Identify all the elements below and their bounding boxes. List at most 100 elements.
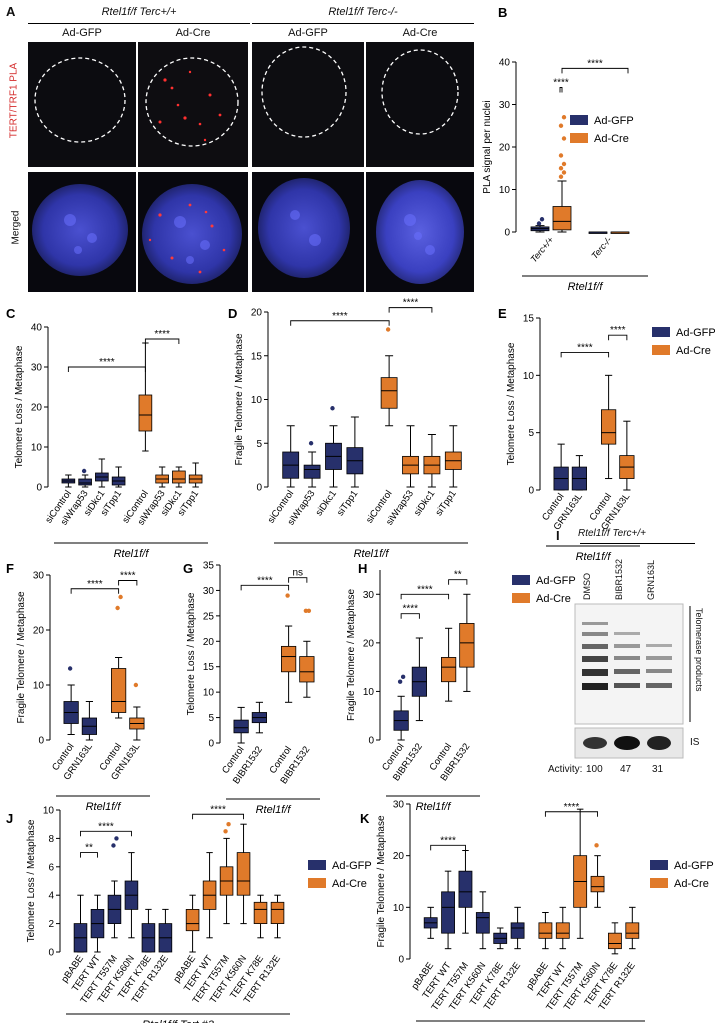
genotype-label-terc-wt: Rtel1f/f Terc+/+ (101, 6, 177, 18)
box-iqr (601, 409, 617, 445)
box-gfp (158, 908, 173, 953)
box-gfp (393, 674, 409, 741)
sig-label: **** (564, 802, 580, 813)
box-cre (281, 593, 297, 703)
sig-bracket (80, 852, 98, 858)
box-iqr (538, 922, 553, 939)
y-axis-label: Fragile Telomere / Metaphase (16, 591, 27, 724)
pla-image-1 (28, 42, 136, 167)
box-gfp (95, 458, 109, 488)
legend-swatch-gfp (650, 860, 668, 870)
activity-label: Activity: (548, 764, 583, 775)
sig-bracket (144, 338, 180, 344)
sig-label: **** (87, 579, 103, 590)
outlier-point (539, 217, 545, 222)
y-axis-label: PLA signal per nuclei (482, 100, 493, 193)
x-tick-label: Terc+/+ (528, 235, 555, 265)
box-gfp (475, 891, 490, 950)
box-cre (459, 593, 475, 692)
legend: Ad-GFP Ad-Cre (652, 327, 715, 357)
sig-label: **** (553, 78, 569, 89)
group-label: Rtel1f/f (416, 801, 452, 813)
outlier-point (385, 327, 391, 332)
y-tick-label: 20 (251, 308, 263, 319)
box-cre (608, 922, 622, 955)
pla-foci (158, 70, 222, 142)
col-label-4: Ad-Cre (402, 27, 438, 39)
sig-bracket (544, 811, 598, 817)
group-label: Rtel1f/f (86, 801, 122, 813)
box-cre (188, 462, 203, 488)
box-cre (552, 115, 572, 233)
box-cre (236, 823, 251, 925)
y-tick-label: 10 (523, 371, 535, 382)
box-gfp (411, 637, 427, 722)
sig-bracket (80, 830, 132, 837)
box-iqr (380, 377, 398, 409)
y-tick-label: 8 (48, 834, 54, 845)
box-cre (601, 374, 617, 480)
legend-swatch-cre (308, 878, 326, 888)
nucleus-outline-4 (381, 49, 459, 135)
x-tick-label: siTpp1 (335, 488, 360, 518)
y-tick-label: 30 (31, 363, 43, 374)
nucleus-3 (258, 178, 350, 278)
legend-swatch-gfp (570, 115, 588, 125)
sig-bracket (448, 579, 468, 585)
y-tick-label: 10 (31, 443, 43, 454)
box-gfp (588, 231, 608, 234)
sig-bracket (288, 577, 308, 583)
sig-bracket (430, 844, 466, 851)
nucleus-outline-3 (261, 46, 347, 138)
box-iqr (608, 932, 622, 950)
y-axis-label: Telomere Loss / Metaphase (506, 342, 517, 465)
box-gfp (423, 906, 438, 939)
legend: Ad-GFP Ad-Cre (512, 575, 576, 605)
y-tick-label: 20 (31, 403, 43, 414)
box-iqr (281, 645, 297, 673)
box-gfp (553, 443, 569, 491)
sig-label: **** (403, 298, 419, 309)
sig-label: **** (98, 821, 114, 832)
box-gfp (61, 474, 76, 488)
box-cre (423, 434, 441, 488)
nucleus-outline-1 (34, 57, 126, 143)
box-iqr (590, 875, 605, 893)
box-cre (402, 425, 419, 488)
outlier-point (400, 674, 406, 680)
panel-letter-d: D (228, 306, 237, 321)
box-gfp (111, 466, 126, 488)
group-label: Rtel1f/f Tert #3 (142, 1019, 215, 1023)
box-cre (202, 852, 217, 939)
sig-bracket (192, 813, 244, 820)
box-iqr (270, 901, 285, 924)
outlier-point (306, 608, 312, 613)
y-tick-label: 0 (528, 486, 534, 497)
trap-title: Rtel1f/f Terc+/+ (578, 528, 646, 539)
outlier-point (114, 836, 119, 841)
y-tick-label: 30 (393, 800, 405, 811)
legend-swatch-gfp (308, 860, 326, 870)
x-tick-label: siDkc1 (314, 488, 339, 518)
sig-bracket (561, 67, 629, 74)
outlier-point (397, 679, 403, 684)
sig-label: **** (610, 325, 626, 336)
legend-swatch-cre (652, 345, 670, 355)
box-cre (155, 466, 169, 488)
sig-label: ns (292, 568, 303, 579)
y-axis-label: Telomere Loss / Metaphase (186, 592, 197, 715)
outlier-point (223, 829, 228, 834)
group-label: Rtel1f/f (354, 548, 390, 560)
y-tick-label: 25 (203, 611, 215, 622)
box-gfp (571, 455, 587, 491)
box-cre (270, 894, 285, 939)
sig-bracket (70, 588, 120, 594)
box-iqr (510, 922, 525, 939)
sig-label: **** (99, 357, 115, 368)
legend-swatch-cre (570, 133, 588, 143)
y-tick-label: 0 (398, 955, 404, 966)
legend-label-cre: Ad-Cre (676, 345, 711, 357)
box-iqr (138, 394, 153, 432)
